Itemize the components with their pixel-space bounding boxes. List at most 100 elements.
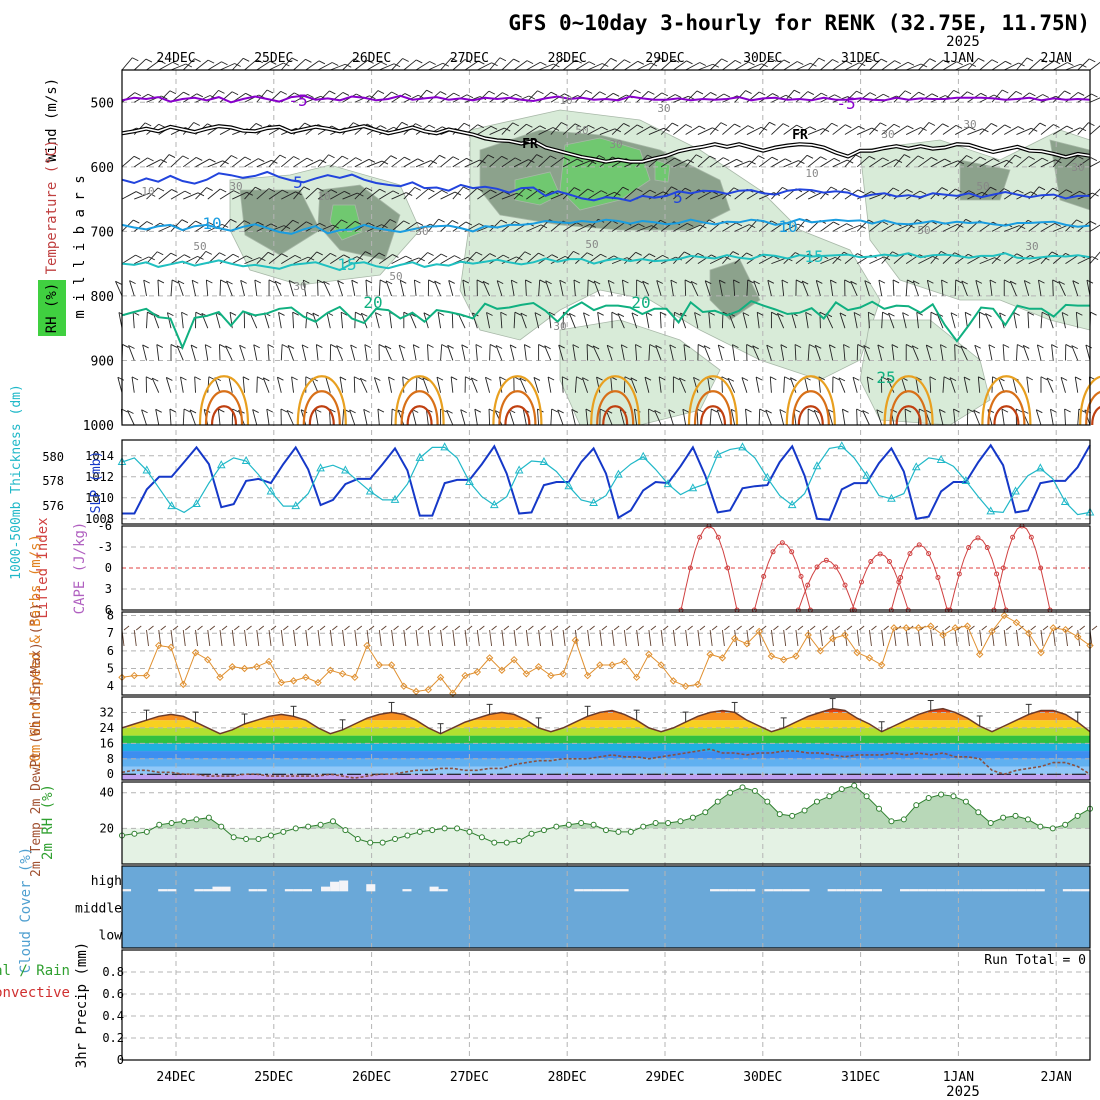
surface-wind-barb-flag bbox=[381, 625, 387, 631]
wind-barb bbox=[611, 59, 625, 71]
wind-speed-point bbox=[608, 661, 616, 669]
wind-barb bbox=[276, 377, 282, 393]
wind-barb bbox=[930, 251, 942, 264]
wind-barb-flag bbox=[404, 156, 411, 161]
date-label-top: 2JAN bbox=[1041, 51, 1072, 66]
wind-barb bbox=[1035, 409, 1042, 426]
wind-barb-flag bbox=[303, 279, 310, 284]
wind-barb-flag bbox=[544, 345, 551, 350]
wind-barb-flag bbox=[221, 61, 228, 66]
wind-barb-flag bbox=[877, 344, 885, 349]
wind-speed-point bbox=[681, 682, 690, 690]
wind-barb bbox=[758, 121, 770, 135]
wind-barb-flag bbox=[231, 91, 239, 96]
wind-barb bbox=[955, 126, 970, 135]
wind-barb-flag bbox=[733, 279, 740, 284]
rh-point bbox=[205, 814, 212, 821]
wind-barb bbox=[1038, 280, 1042, 296]
wind-barb-flag bbox=[181, 311, 188, 316]
wind-barb bbox=[177, 280, 184, 297]
wind-barb-flag bbox=[902, 312, 909, 316]
wind-barb-flag bbox=[1088, 122, 1095, 127]
wind-barb-flag bbox=[893, 187, 900, 192]
wind-barb bbox=[697, 63, 713, 71]
surface-isotherm bbox=[981, 375, 1032, 426]
wind-barb bbox=[1040, 251, 1053, 264]
wind-barb bbox=[979, 257, 995, 265]
wind-barb bbox=[366, 90, 379, 103]
wind-barb bbox=[446, 410, 454, 426]
wind-barb-flag bbox=[291, 57, 298, 62]
wind-barb-flag bbox=[466, 94, 474, 99]
cloud-bar bbox=[909, 889, 919, 892]
thickness-point bbox=[614, 469, 623, 478]
run-total-label: Run Total = 0 bbox=[984, 953, 1086, 968]
wind-barb bbox=[906, 127, 921, 135]
wind-barb-flag bbox=[133, 219, 140, 224]
wind-barb bbox=[475, 344, 478, 361]
cloud-bar bbox=[429, 886, 439, 892]
wind-barb-flag bbox=[834, 256, 842, 261]
temp-band bbox=[122, 735, 1090, 744]
cloud-bar bbox=[293, 889, 303, 892]
wind-barb-flag bbox=[582, 377, 589, 382]
wind-barb bbox=[266, 409, 270, 426]
wind-barb bbox=[286, 410, 294, 426]
wind-barb bbox=[302, 280, 307, 296]
wind-speed-point bbox=[522, 670, 531, 678]
wind-barb-flag bbox=[864, 280, 871, 285]
rh-point bbox=[826, 793, 833, 800]
wind-barb bbox=[891, 344, 895, 361]
surface-isotherm bbox=[394, 375, 445, 426]
slp-tick: 1008 bbox=[85, 512, 114, 526]
wind-barb-flag bbox=[758, 155, 765, 160]
wind-barb-flag bbox=[708, 311, 715, 316]
surface-isotherm bbox=[498, 390, 537, 426]
wind-barb bbox=[452, 186, 464, 200]
wind-barb-flag bbox=[158, 123, 165, 128]
wind-barb bbox=[953, 409, 956, 426]
wind-barb bbox=[263, 312, 270, 329]
wind-barb-flag bbox=[1026, 57, 1034, 62]
wind-barb-flag bbox=[833, 157, 841, 162]
wind-barb-flag bbox=[502, 92, 509, 97]
surface-wind-barb-flag bbox=[687, 625, 693, 631]
wind-barb bbox=[391, 192, 407, 200]
wind-barb-flag bbox=[161, 95, 168, 100]
wind-barb-flag bbox=[147, 93, 155, 98]
wind-barb-flag bbox=[575, 59, 582, 64]
surface-wind-barb bbox=[795, 629, 799, 647]
wind-barb bbox=[673, 222, 688, 232]
surface-wind-barb-flag bbox=[454, 625, 461, 631]
wind-barb bbox=[143, 280, 147, 296]
rh-point bbox=[354, 836, 361, 843]
li-tick: 6 bbox=[105, 603, 112, 617]
wind-barb bbox=[513, 123, 527, 135]
cloud-bar bbox=[728, 889, 738, 892]
wind-barb-flag bbox=[732, 251, 740, 255]
wind-barb bbox=[305, 159, 321, 168]
surface-wind-barb-flag bbox=[246, 625, 252, 631]
wind-barb bbox=[133, 58, 147, 71]
surface-isotherm bbox=[308, 405, 335, 426]
wind-barb-flag bbox=[402, 376, 409, 381]
wind-axis-label: 10m Wind Speed & Barbs (m/s) bbox=[28, 534, 44, 770]
rh-point bbox=[627, 828, 634, 835]
wind-barb-flag bbox=[753, 280, 760, 285]
wind-barb bbox=[292, 312, 294, 329]
wind-barb-flag bbox=[141, 409, 148, 414]
surface-wind-barb-flag bbox=[834, 625, 840, 631]
wind-speed-point bbox=[228, 663, 236, 671]
wind-barb-flag bbox=[440, 91, 447, 95]
rh-point bbox=[305, 823, 312, 830]
cloud-bar bbox=[619, 889, 629, 892]
precip-axis-label: 3hr Precip (mm) bbox=[74, 942, 90, 1068]
thickness-point bbox=[837, 441, 847, 450]
wind-barb-flag bbox=[944, 158, 951, 163]
wind-barb-flag bbox=[196, 93, 204, 98]
cape-point bbox=[687, 565, 693, 571]
wind-barb bbox=[587, 190, 602, 200]
wind-barb-flag bbox=[331, 125, 338, 130]
wind-barb bbox=[317, 224, 333, 232]
